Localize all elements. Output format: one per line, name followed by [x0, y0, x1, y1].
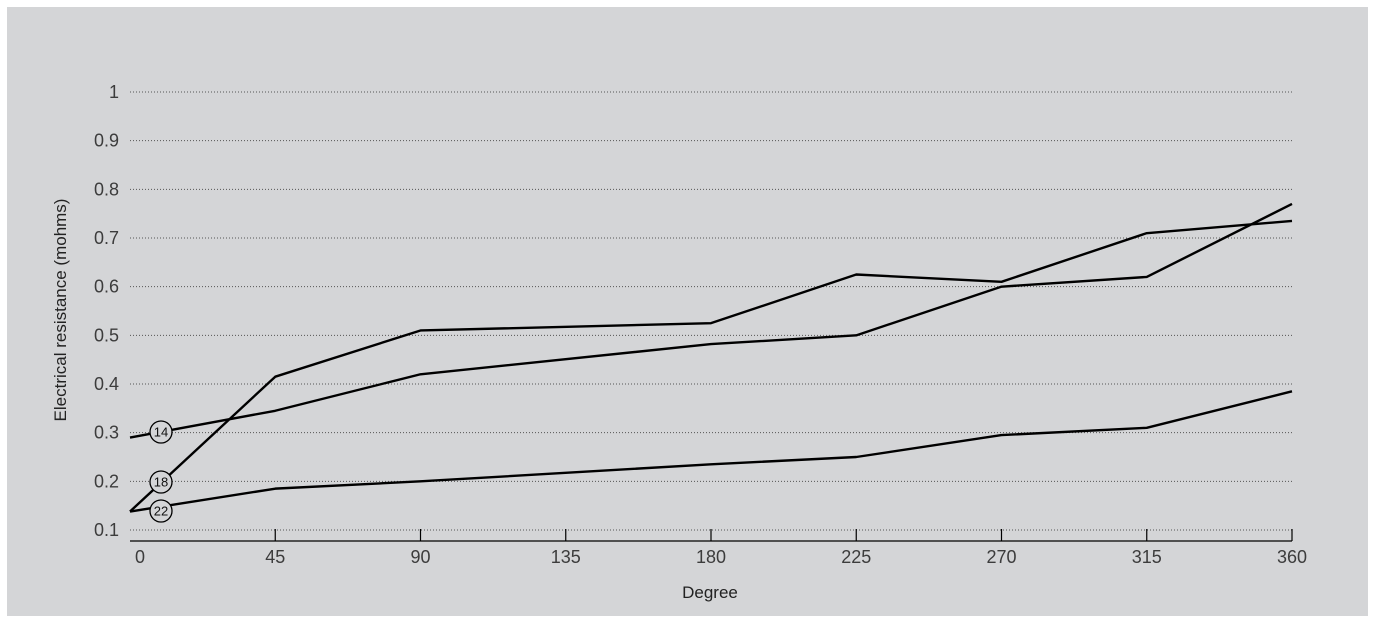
y-tick-label: 1 [109, 82, 119, 102]
tick-labels: 0.1 0.2 0.3 0.4 0.5 0.6 0.7 0.8 0.9 1 0 45 90 135 180 2… [94, 82, 1307, 567]
y-tick-label: 0.1 [94, 520, 119, 540]
y-tick-label: 0.2 [94, 471, 119, 491]
x-tick-label: 270 [986, 547, 1016, 567]
y-axis-title: Electrical resistance (mohms) [51, 199, 70, 422]
y-tick-label: 0.9 [94, 131, 119, 151]
x-tick-label: 90 [410, 547, 430, 567]
y-tick-label: 0.5 [94, 325, 119, 345]
x-tick-label: 0 [135, 547, 145, 567]
chart-panel [7, 7, 1368, 616]
x-tick-label: 180 [696, 547, 726, 567]
x-tick-label: 135 [551, 547, 581, 567]
x-tick-label: 225 [841, 547, 871, 567]
y-tick-label: 0.4 [94, 374, 119, 394]
x-tick-label: 360 [1277, 547, 1307, 567]
series-badge-label: 22 [154, 504, 168, 519]
series-badge-22: 22 [149, 499, 173, 523]
series-badge-circle [149, 470, 173, 494]
x-axis-title: Degree [682, 583, 738, 602]
series-badges: 14 18 22 [149, 420, 173, 523]
y-tick-label: 0.6 [94, 277, 119, 297]
y-tick-label: 0.8 [94, 179, 119, 199]
series-badge-circle [149, 420, 173, 444]
series-badge-label: 18 [154, 475, 168, 490]
x-tick-label: 45 [265, 547, 285, 567]
x-axis [130, 529, 1293, 542]
series-badge-14: 14 [149, 420, 173, 444]
y-tick-label: 0.7 [94, 228, 119, 248]
series-line-14 [129, 202, 1293, 439]
series-badge-18: 18 [149, 470, 173, 494]
series-lines [129, 202, 1293, 513]
series-line-22 [129, 390, 1293, 513]
series-badge-label: 14 [154, 425, 168, 440]
series-badge-circle [149, 499, 173, 523]
series-line-18 [129, 219, 1293, 513]
y-tick-label: 0.3 [94, 423, 119, 443]
x-tick-label: 315 [1132, 547, 1162, 567]
